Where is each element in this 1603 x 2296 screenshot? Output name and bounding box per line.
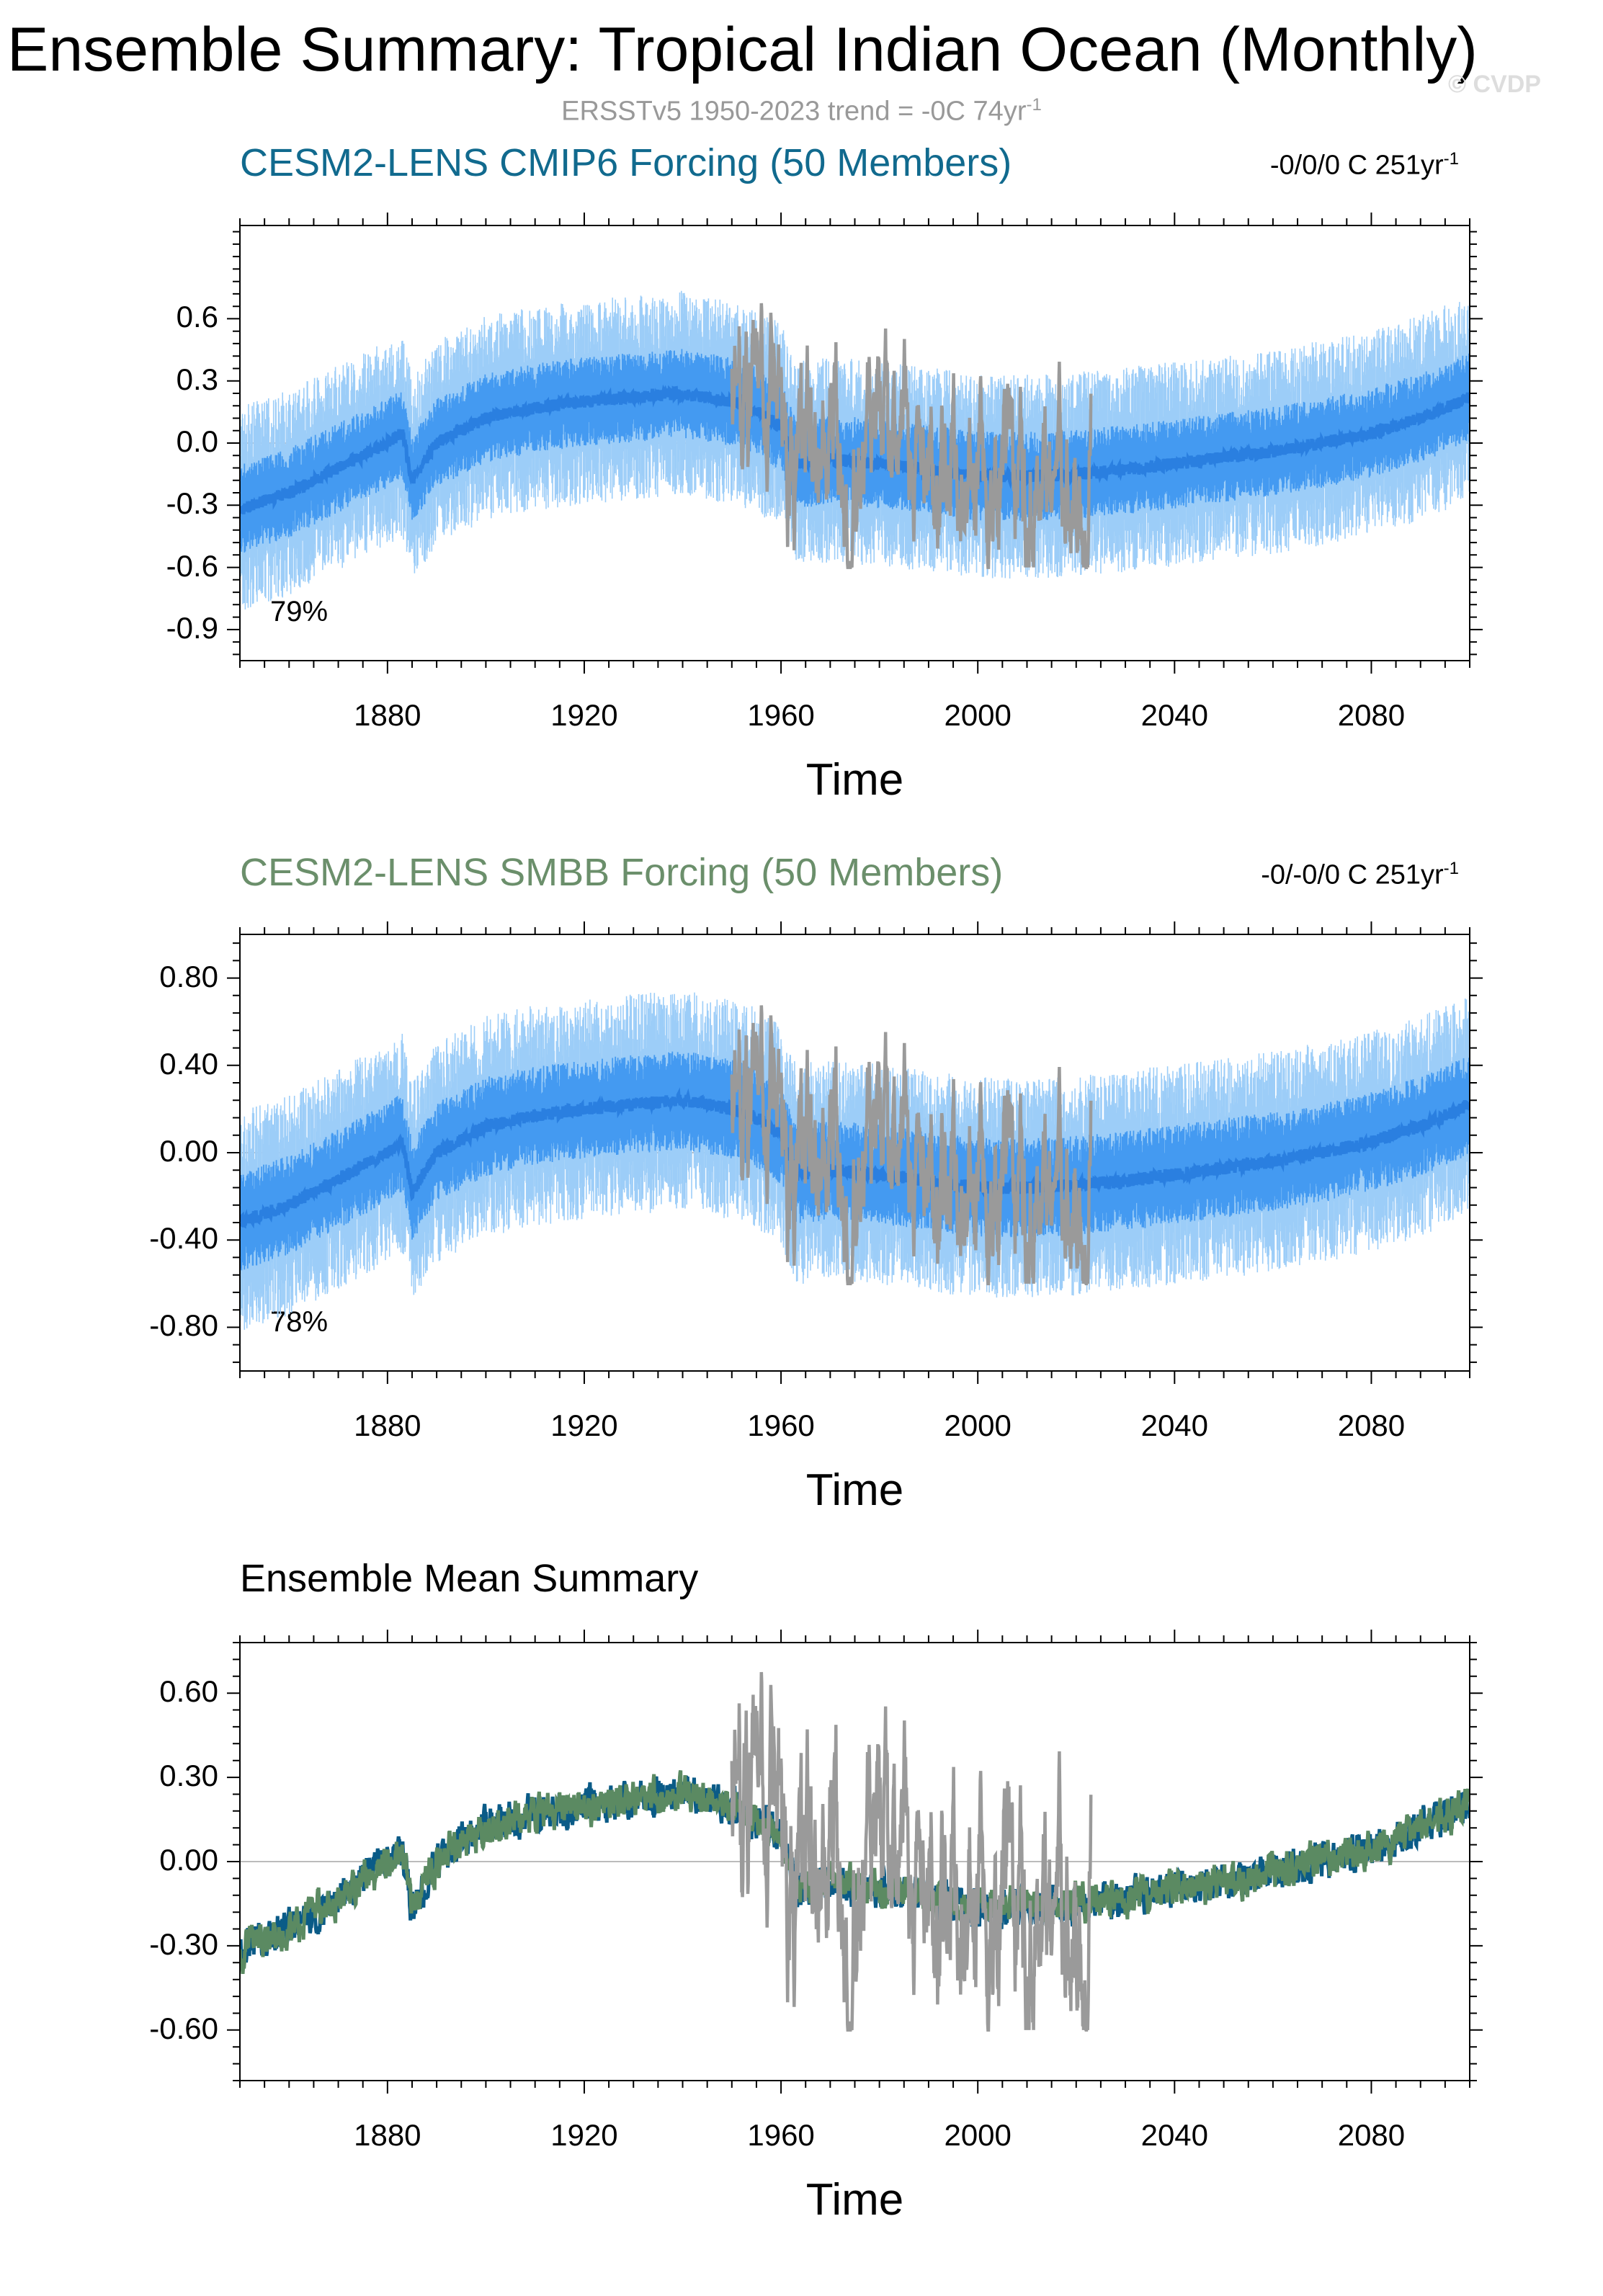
x-tick-label: 2040	[1140, 2118, 1209, 2152]
cvdp-watermark: © CVDP	[1448, 71, 1541, 98]
y-tick-label: -0.6	[166, 548, 218, 583]
y-tick-label: -0.80	[149, 1308, 218, 1343]
x-tick-label: 1960	[747, 698, 815, 732]
x-tick-label: 2000	[944, 2118, 1012, 2152]
x-tick-label: 2000	[944, 698, 1012, 732]
x-tick-label: 1880	[354, 698, 421, 732]
plot-area	[240, 1671, 1470, 2032]
ersstv5-observation-line	[730, 1005, 1093, 1286]
x-axis-label: Time	[805, 755, 904, 805]
x-tick-label: 2080	[1337, 698, 1406, 732]
x-tick-label: 1920	[550, 698, 618, 732]
y-tick-label: -0.9	[166, 610, 218, 645]
plot-panel-0	[227, 213, 1483, 674]
y-tick-label: 0.80	[159, 959, 218, 993]
plot-panel-1	[227, 921, 1483, 1384]
x-axis-label: Time	[805, 2175, 904, 2225]
x-tick-label: 2040	[1140, 698, 1209, 732]
x-tick-label: 1960	[747, 2118, 815, 2152]
x-tick-label: 2040	[1140, 1408, 1209, 1442]
x-tick-label: 2080	[1337, 2118, 1406, 2152]
plot-area	[240, 290, 1470, 609]
plot-area	[240, 992, 1470, 1330]
panel-title-smbb: CESM2-LENS SMBB Forcing (50 Members)	[240, 851, 1004, 894]
plot-panel-2	[227, 1630, 1483, 2094]
y-tick-label: 0.00	[159, 1134, 218, 1168]
panel-title-cmip6: CESM2-LENS CMIP6 Forcing (50 Members)	[240, 141, 1012, 184]
panel-title-ensemble-mean: Ensemble Mean Summary	[240, 1557, 699, 1600]
y-tick-label: 0.6	[176, 300, 218, 334]
panel-trend-smbb: -0/-0/0 C 251yr-1	[1261, 859, 1459, 890]
ersstv5-observation-line	[730, 1671, 1093, 2032]
x-tick-label: 1960	[747, 1408, 815, 1442]
observation-trend-subtitle: ERSSTv5 1950-2023 trend = -0C 74yr-1	[561, 95, 1042, 127]
y-tick-label: 0.60	[159, 1674, 218, 1709]
axis-ticks	[227, 213, 1483, 674]
y-tick-label: -0.60	[149, 2011, 218, 2045]
axis-ticks	[227, 1630, 1483, 2094]
x-tick-label: 1880	[354, 2118, 421, 2152]
y-tick-label: 0.3	[176, 362, 218, 396]
figure-title: Ensemble Summary: Tropical Indian Ocean …	[7, 15, 1478, 84]
percent-label-smbb: 78%	[270, 1306, 329, 1338]
x-tick-label: 1920	[550, 2118, 618, 2152]
y-tick-label: 0.30	[159, 1759, 218, 1793]
y-tick-label: 0.40	[159, 1046, 218, 1081]
x-tick-label: 1880	[354, 1408, 421, 1442]
x-tick-label: 2080	[1337, 1408, 1406, 1442]
panel-trend-cmip6: -0/0/0 C 251yr-1	[1269, 149, 1459, 181]
ersstv5-observation-line	[730, 303, 1093, 569]
axis-ticks	[227, 921, 1483, 1384]
y-tick-label: -0.40	[149, 1221, 218, 1256]
x-tick-label: 2000	[944, 1408, 1012, 1442]
y-tick-label: 0.00	[159, 1843, 218, 1877]
y-tick-label: -0.3	[166, 486, 218, 521]
y-tick-label: 0.0	[176, 424, 218, 458]
x-axis-label: Time	[805, 1465, 904, 1515]
y-tick-label: -0.30	[149, 1926, 218, 1961]
percent-label-cmip6: 79%	[270, 596, 329, 627]
x-tick-label: 1920	[550, 1408, 618, 1442]
